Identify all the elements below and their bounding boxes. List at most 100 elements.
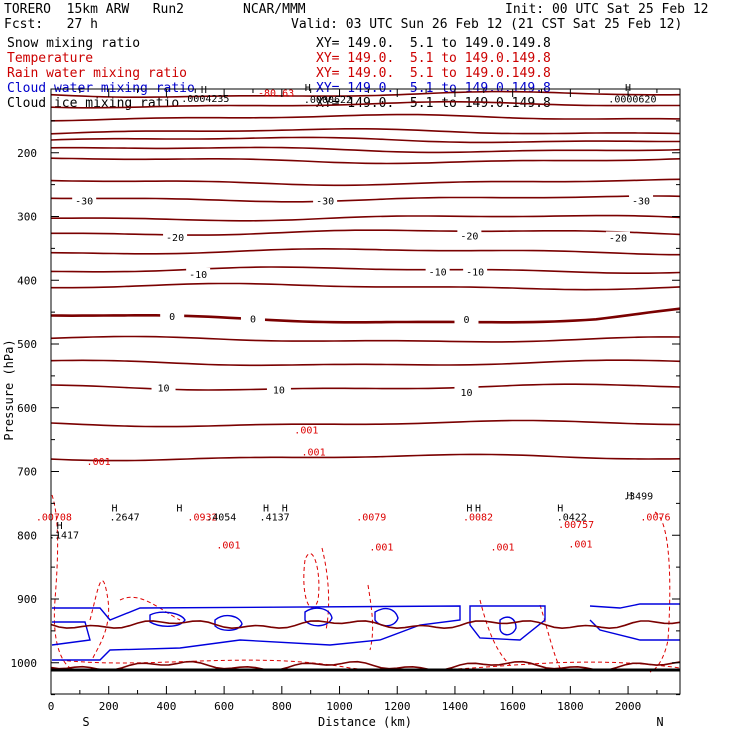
extremum-label: .0000622 [304, 95, 352, 106]
isotherm-label-bg [605, 231, 630, 244]
extremum-label: .2647 [110, 513, 140, 524]
isotherm-label: -30 [75, 197, 93, 208]
isotherm-6 [50, 157, 681, 165]
y-tick-label: 900 [17, 593, 37, 606]
isotherm-label: -10 [466, 267, 484, 278]
south-endpoint-label: S [82, 715, 89, 729]
rain-contours [51, 494, 681, 673]
high-marker: H [201, 85, 207, 96]
isotherm-12 [50, 266, 681, 274]
isotherm-label-bg [629, 194, 654, 207]
rain-contour [303, 553, 320, 609]
rain-contour [321, 547, 330, 631]
x-tick-label: 600 [214, 700, 234, 713]
high-marker: H [282, 504, 288, 515]
isotherm-label-bg [454, 313, 479, 326]
high-marker: H [176, 504, 182, 515]
field-rain-xy: XY= 149.0. 5.1 to 149.0.149.8 [316, 66, 551, 81]
isotherm-15 [50, 335, 681, 343]
isotherm-8 [50, 195, 681, 203]
extremum-label: .0000620 [608, 94, 656, 105]
extremum-label: .00757 [558, 520, 594, 531]
model-title: TORERO 15km ARW Run2 [4, 2, 185, 17]
extremum-label: .001 [216, 541, 240, 552]
y-tick-label: 600 [17, 402, 37, 415]
y-axis-title: Pressure (hPa) [2, 339, 16, 440]
isotherm-label: -10 [189, 270, 207, 281]
extremum-label: .0422 [557, 513, 587, 524]
isotherm-5 [50, 146, 681, 154]
contour-labels: -30 -30 -30 -20 -20 -20 -10 -10 -10 0 0 0 10 10 10 -80.… [36, 83, 671, 554]
extremum-label: .4137 [260, 513, 290, 524]
valid-time: Valid: 03 UTC Sun 26 Feb 12 (21 CST Sat … [291, 17, 683, 32]
extremum-label: .001 [294, 425, 318, 436]
isotherm-2 [50, 113, 681, 122]
high-marker: H [305, 83, 311, 94]
isotherm-label: -20 [460, 232, 478, 243]
x-tick-label: 1200 [384, 700, 411, 713]
isotherm-label-bg [463, 265, 488, 278]
cloud-water-contour [149, 611, 186, 627]
y-tick-label: 800 [17, 529, 37, 542]
isotherm-1 [50, 100, 680, 109]
extremum-label: .1417 [49, 530, 79, 541]
isotherm-11 [50, 247, 680, 256]
high-marker: H [57, 521, 63, 532]
x-tick-label: 1800 [557, 700, 584, 713]
isotherm-18 [50, 419, 681, 428]
isotherm-7 [50, 178, 681, 187]
cloud-water-contour [499, 616, 517, 636]
isotherm-label: -20 [166, 233, 184, 244]
extremum-label: .4054 [206, 513, 236, 524]
x-tick-label: 200 [99, 700, 119, 713]
isotherm-label: -10 [429, 267, 447, 278]
high-marker: H [263, 504, 269, 515]
x-tick-label: 1000 [326, 700, 353, 713]
extremum-label: .3499 [623, 492, 653, 503]
isotherm-label: 10 [158, 383, 170, 394]
x-tick-label: 2000 [615, 700, 642, 713]
isotherm-label: 10 [273, 385, 285, 396]
isotherm-label-bg [454, 385, 479, 398]
rain-contour [119, 596, 181, 621]
y-tick-label: 500 [17, 338, 37, 351]
rain-contour [51, 494, 71, 669]
field-temperature-name: Temperature [7, 51, 94, 66]
low-isotherm-0 [50, 620, 681, 630]
high-marker: H [475, 504, 481, 515]
isotherm-14 [50, 307, 681, 324]
extremum-label: .0004235 [181, 94, 229, 105]
x-tick-label: 400 [156, 700, 176, 713]
isotherm-label: 0 [250, 315, 256, 326]
rain-contour [649, 511, 671, 673]
field-temperature-xy: XY= 149.0. 5.1 to 149.0.149.8 [316, 51, 551, 66]
y-tick-label: 1000 [11, 657, 38, 670]
isotherm-16 [50, 359, 681, 367]
y-tick-label: 400 [17, 274, 37, 287]
x-axis-title: Distance (km) [318, 715, 412, 729]
x-tick-label: 1600 [499, 700, 526, 713]
x-tick-label: 1400 [442, 700, 469, 713]
extremum-label: .001 [369, 543, 393, 554]
isotherm-0 [50, 90, 681, 98]
extremum-label: .001 [491, 543, 515, 554]
isotherm-label: 10 [460, 388, 472, 399]
y-tick-label: 300 [17, 211, 37, 224]
isotherm-label: -20 [609, 234, 627, 245]
low-isotherm-1 [50, 660, 681, 672]
high-marker: H [625, 83, 631, 94]
isotherm-label-bg [186, 267, 211, 280]
cloud-water-contour [51, 621, 91, 646]
high-marker: H [466, 504, 472, 515]
field-rain-name: Rain water mixing ratio [7, 66, 188, 81]
x-tick-label: 800 [272, 700, 292, 713]
extremum-label: .0082 [463, 513, 493, 524]
isotherm-label-bg [266, 383, 291, 396]
extremum-label: .0079 [356, 513, 386, 524]
field-snow-name: Snow mixing ratio [7, 36, 141, 51]
extremum-label: -80.63 [258, 89, 294, 100]
isotherm-10 [51, 229, 681, 236]
temperature-isotherms [50, 90, 681, 672]
